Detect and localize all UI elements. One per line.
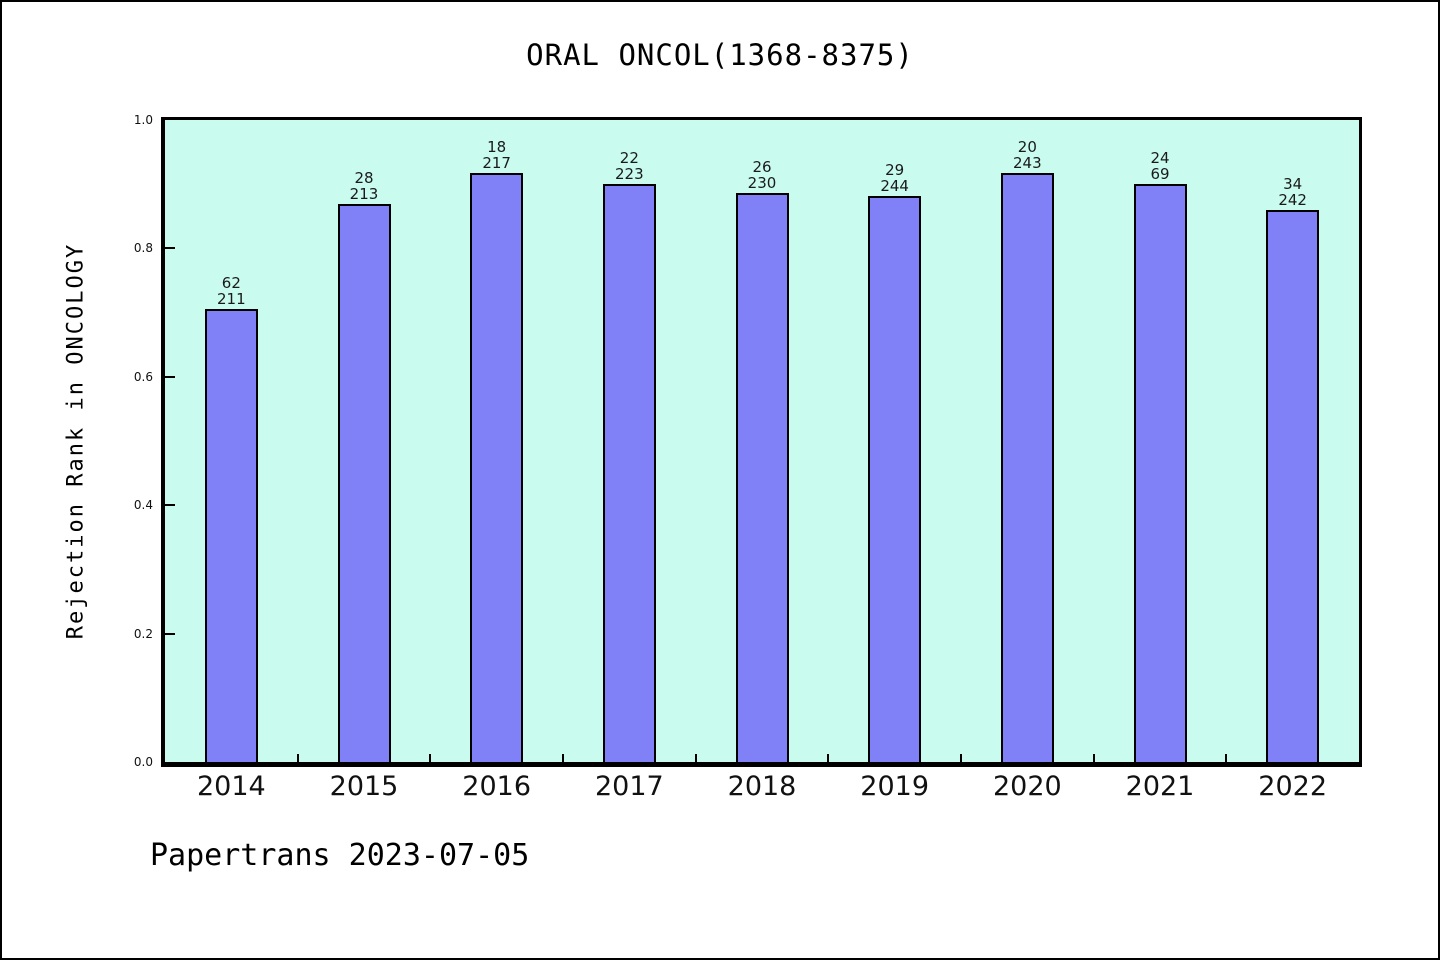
bar-label-denominator: 211: [217, 290, 246, 308]
x-axis-tick: [827, 754, 830, 762]
y-axis-label: Rejection Rank in ONCOLOGY: [63, 242, 89, 640]
x-axis-tick: [694, 754, 697, 762]
x-tick-label-2022: 2022: [1258, 771, 1328, 802]
bar-2019: [868, 196, 922, 762]
x-tick-label-2017: 2017: [594, 771, 664, 802]
bar-2015: [337, 204, 391, 762]
y-axis-tick: [165, 247, 175, 250]
bar-label-2019: 29 244: [835, 162, 955, 194]
bar-label-2021: 24 69: [1100, 150, 1220, 182]
y-tick-label: 0.6: [133, 369, 153, 384]
bar-label-numerator: 62: [221, 274, 241, 292]
x-axis-tick: [960, 754, 962, 762]
bar-label-denominator: 230: [747, 174, 777, 192]
x-tick-label-2014: 2014: [196, 771, 266, 802]
x-axis-tick: [1092, 754, 1095, 762]
bar-2014: [204, 309, 258, 762]
y-tick-label: 0.0: [133, 755, 153, 769]
y-axis-tick: [165, 375, 175, 378]
watermark-text: Papertrans 2023-07-05: [150, 838, 530, 873]
bar-label-numerator: 28: [354, 169, 374, 187]
bar-label-2018: 26 230: [702, 159, 822, 191]
bar-label-numerator: 24: [1150, 149, 1170, 167]
bar-label-2015: 28 213: [304, 170, 424, 202]
bar-label-denominator: 213: [349, 185, 379, 203]
bar-label-denominator: 243: [1013, 154, 1042, 172]
x-axis-tick: [296, 754, 299, 762]
bar-label-2020: 20 243: [967, 139, 1087, 171]
bar-label-denominator: 223: [615, 165, 644, 183]
x-tick-label-2016: 2016: [462, 771, 532, 802]
y-axis-tick: [165, 632, 175, 635]
x-axis-tick: [429, 754, 432, 762]
bar-2022: [1266, 210, 1320, 762]
bar-label-2016: 18 217: [437, 139, 557, 171]
x-tick-label-2021: 2021: [1125, 771, 1195, 802]
bar-label-2022: 34 242: [1233, 176, 1353, 208]
y-tick-label: 0.4: [133, 498, 153, 513]
bar-label-numerator: 20: [1017, 138, 1037, 156]
bar-label-numerator: 18: [487, 138, 507, 156]
bar-2020: [1000, 173, 1054, 762]
bar-label-2014: 62 211: [171, 275, 291, 307]
bar-label-2017: 22 223: [569, 150, 689, 182]
bar-label-numerator: 22: [619, 149, 639, 167]
y-tick-label: 1.0: [133, 113, 153, 127]
bar-2016: [470, 173, 524, 762]
x-axis-tick: [1225, 754, 1228, 762]
bar-label-numerator: 29: [885, 161, 905, 179]
bar-2017: [602, 184, 656, 762]
bar-2021: [1133, 184, 1187, 762]
x-tick-label-2018: 2018: [727, 771, 797, 802]
chart-title: ORAL ONCOL(1368-8375): [526, 38, 914, 72]
x-tick-label-2015: 2015: [329, 771, 399, 802]
y-axis-tick: [165, 504, 175, 507]
bar-label-denominator: 217: [482, 154, 511, 172]
y-tick-label: 0.8: [133, 241, 153, 256]
bar-label-denominator: 244: [880, 177, 909, 195]
x-tick-label-2019: 2019: [860, 771, 930, 802]
x-tick-label-2020: 2020: [992, 771, 1062, 802]
bar-2018: [735, 193, 789, 762]
bar-label-numerator: 26: [752, 158, 772, 176]
bar-label-denominator: 242: [1278, 191, 1307, 209]
y-tick-label: 0.2: [133, 626, 153, 641]
bar-label-numerator: 34: [1283, 175, 1303, 193]
x-axis-tick: [562, 754, 564, 762]
bar-label-denominator: 69: [1150, 165, 1170, 183]
plot-area: 62 211 28 213 18 217 22 223 26 230 29 244 20 243 24 69 3…: [161, 117, 1362, 767]
